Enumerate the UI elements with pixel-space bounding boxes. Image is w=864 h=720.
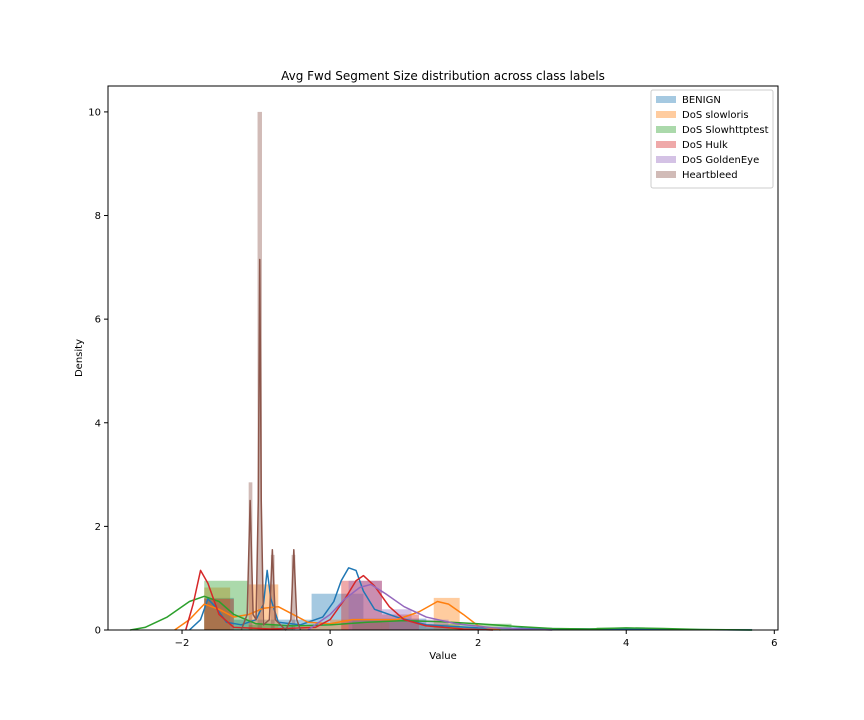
legend-swatch-dos-goldeneye: [656, 156, 676, 163]
legend: BENIGN DoS slowloris DoS Slowhttptest DoS H…: [650, 89, 774, 189]
chart-title: Avg Fwd Segment Size distribution across…: [281, 69, 605, 83]
legend-swatch-benign: [656, 96, 676, 103]
legend-swatch-dos-slowloris: [656, 111, 676, 118]
kde-line-heartbleed: [240, 258, 302, 631]
x-tick-label: 0: [327, 638, 333, 649]
y-tick-label: 10: [88, 107, 101, 118]
x-tick-label: 6: [771, 638, 777, 649]
x-axis: −2 0 2 4 6: [175, 630, 777, 649]
legend-swatch-dos-slowhttptest: [656, 126, 676, 133]
y-axis-label: Density: [74, 339, 85, 377]
hist-layer: [204, 111, 753, 630]
legend-swatch-dos-hulk: [656, 141, 676, 148]
kde-layer: [130, 258, 753, 631]
hist-bar-dos-slowhttptest-2: [352, 619, 419, 630]
hist-bar-heartbleed-0: [248, 482, 253, 630]
legend-label-heartbleed: Heartbleed: [682, 170, 738, 181]
y-tick-label: 0: [95, 626, 101, 637]
legend-swatch-heartbleed: [656, 171, 676, 178]
y-tick-label: 8: [95, 211, 101, 222]
y-tick-label: 6: [95, 315, 101, 326]
x-tick-label: 2: [475, 638, 481, 649]
hist-bar-dos-hulk-2: [381, 614, 419, 630]
y-axis: 0 2 4 6 8 10: [88, 107, 108, 637]
hist-bar-heartbleed-3: [291, 554, 296, 630]
y-tick-label: 2: [95, 522, 101, 533]
hist-bar-dos-slowloris-3: [330, 619, 353, 630]
hist-bar-dos-slowhttptest-1: [248, 624, 294, 630]
legend-label-dos-slowloris: DoS slowloris: [682, 110, 749, 121]
legend-label-dos-goldeneye: DoS GoldenEye: [682, 155, 759, 166]
legend-label-dos-slowhttptest: DoS Slowhttptest: [682, 125, 769, 136]
x-tick-label: −2: [175, 638, 190, 649]
kde-line-dos-hulk: [185, 569, 493, 631]
kde-line-dos-goldeneye: [307, 583, 553, 631]
x-tick-label: 4: [623, 638, 629, 649]
legend-box: [650, 89, 774, 189]
legend-label-benign: BENIGN: [682, 95, 721, 106]
hist-bar-dos-slowloris-4: [352, 622, 390, 630]
hist-bar-benign-3: [363, 618, 427, 630]
x-axis-label: Value: [429, 651, 456, 662]
hist-bar-heartbleed-2: [270, 554, 275, 630]
y-tick-label: 4: [95, 418, 101, 429]
legend-label-dos-hulk: DoS Hulk: [682, 140, 728, 151]
plot-frame: [107, 85, 779, 631]
